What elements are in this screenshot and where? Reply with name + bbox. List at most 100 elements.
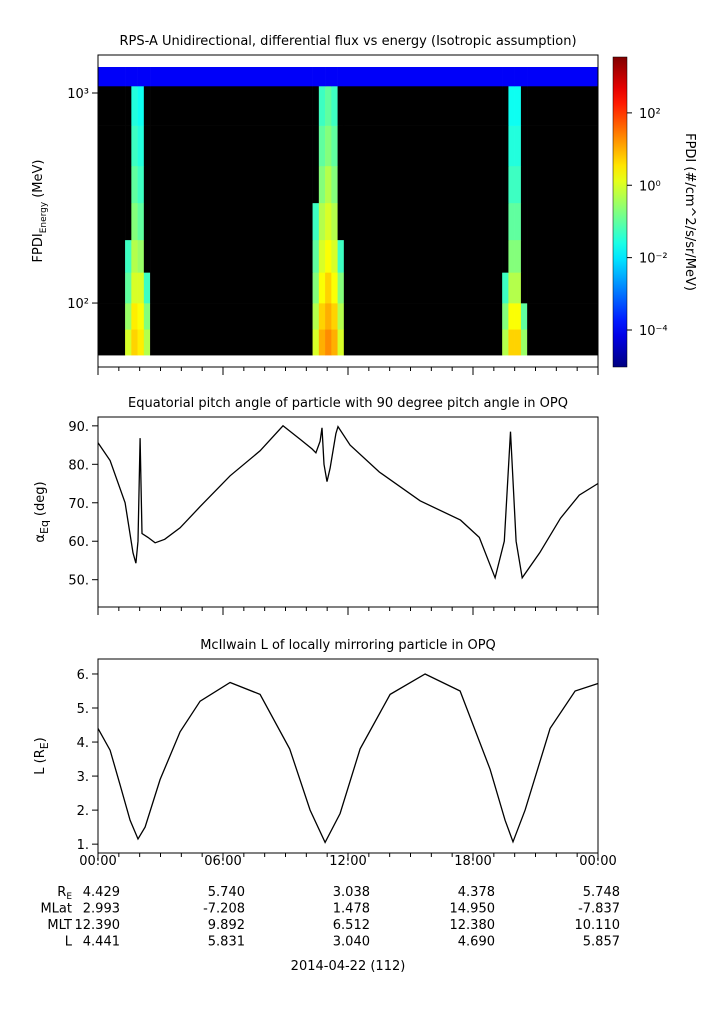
y-tick-label: 4. [77, 736, 89, 751]
line [97, 673, 599, 844]
heatmap-cell [98, 202, 126, 241]
ephemeris-value: 2.993 [83, 902, 120, 917]
heatmap-cell [131, 125, 138, 167]
heatmap-cell [527, 85, 599, 126]
ephemeris-value: 3.040 [333, 935, 370, 950]
heatmap-cell [514, 272, 522, 304]
heatmap-cell [125, 165, 132, 204]
y-label-text: L (R [33, 749, 48, 774]
heatmap-cell [337, 303, 345, 330]
heatmap-cell [331, 303, 338, 330]
y-tick-label: 10² [67, 297, 89, 312]
heatmap-cell [125, 303, 132, 330]
heatmap-cell [331, 125, 338, 167]
ephemeris-label-text: L [65, 935, 73, 950]
heatmap-cell [514, 202, 522, 241]
heatmap-cell [343, 85, 503, 126]
heatmap-cell [318, 202, 326, 241]
ephemeris-label: MLat [40, 902, 72, 917]
heatmap-cell [150, 272, 313, 304]
heatmap-cell [527, 165, 599, 204]
heatmap-cell [331, 202, 338, 241]
colorbar-tick-label: 10² [639, 107, 661, 122]
heatmap-cell [143, 85, 151, 126]
heatmap-cell [508, 125, 515, 167]
heatmap-cell [331, 272, 338, 304]
heatmap-cell [502, 66, 509, 87]
heatmap-cell [150, 202, 313, 241]
heatmap-cell [520, 66, 528, 87]
heatmap-cell [502, 303, 509, 330]
ephemeris-label-text: R [57, 885, 66, 900]
heatmap-cell [527, 125, 599, 167]
heatmap-cell [318, 85, 326, 126]
colorbar-tick-label: 10⁻⁴ [639, 324, 668, 339]
y-tick-label: 1. [77, 838, 89, 853]
x-tick-label: 00:00 [579, 854, 616, 869]
heatmap-cell [131, 272, 138, 304]
heatmap-cell [125, 239, 132, 273]
heatmap-cell [337, 85, 345, 126]
heatmap-cell [318, 125, 326, 167]
heatmap-cell [131, 303, 138, 330]
heatmap-cell [131, 329, 138, 356]
heatmap-cell [343, 329, 503, 356]
x-tick-label: 12:00 [329, 854, 366, 869]
heatmap-cell [520, 202, 528, 241]
ephemeris-label-text: MLT [47, 918, 72, 933]
heatmap-cell [98, 125, 126, 167]
ephemeris-value: 9.892 [208, 918, 245, 933]
heatmap-cell [508, 85, 515, 126]
heatmap-cell [98, 272, 126, 304]
heatmap-cell [520, 239, 528, 273]
heatmap-cell [143, 272, 151, 304]
heatmap-cell [527, 239, 599, 273]
y-tick-label: 2. [77, 804, 89, 819]
heatmap-cell [312, 329, 320, 356]
heatmap-cell [312, 85, 320, 126]
ephemeris-value: 12.380 [450, 918, 496, 933]
date-label: 2014-04-22 (112) [291, 959, 406, 974]
heatmap-cell [325, 272, 332, 304]
heatmap-cell [318, 165, 326, 204]
x-tick-label: 06:00 [204, 854, 241, 869]
heatmap-cell [150, 329, 313, 356]
heatmap-cell [337, 272, 345, 304]
y-tick-label: 10³ [67, 87, 89, 102]
y-label-sub: Energy [39, 201, 49, 233]
heatmap-cell [520, 85, 528, 126]
heatmap-cell [125, 202, 132, 241]
y-tick-label: 3. [77, 770, 89, 785]
y-label-unit: (MeV) [31, 160, 46, 198]
y-label-unit: (deg) [33, 481, 48, 516]
heatmap-cell [343, 125, 503, 167]
heatmap-cell [312, 272, 320, 304]
heatmap-cell [502, 85, 509, 126]
heatmap-cell [343, 66, 503, 87]
heatmap-cell [527, 66, 599, 87]
y-label-unit: ) [33, 737, 48, 742]
heatmap-cell [312, 239, 320, 273]
heatmap-cell [502, 125, 509, 167]
heatmap-cell [527, 329, 599, 356]
heatmap-cell [520, 272, 528, 304]
heatmap-cell [337, 329, 345, 356]
y-axis-label: αEq (deg) [33, 481, 51, 542]
heatmap-cell [514, 239, 522, 273]
y-tick-label: 6. [77, 668, 89, 683]
heatmap-cell [318, 239, 326, 273]
heatmap-cell [337, 165, 345, 204]
heatmap-cell [514, 125, 522, 167]
ephemeris-value: 4.429 [83, 885, 120, 900]
heatmap-cell [520, 165, 528, 204]
heatmap-cell [131, 85, 138, 126]
heatmap-cell [143, 303, 151, 330]
heatmap-cell [137, 165, 145, 204]
heatmap-cell [137, 329, 145, 356]
heatmap-cell [98, 329, 126, 356]
heatmap-cell [312, 165, 320, 204]
colorbar-label: FPDI (#/cm^2/s/sr/MeV) [682, 133, 697, 291]
heatmap-cell [137, 239, 145, 273]
heatmap-cell [508, 272, 515, 304]
heatmap-cell [502, 272, 509, 304]
